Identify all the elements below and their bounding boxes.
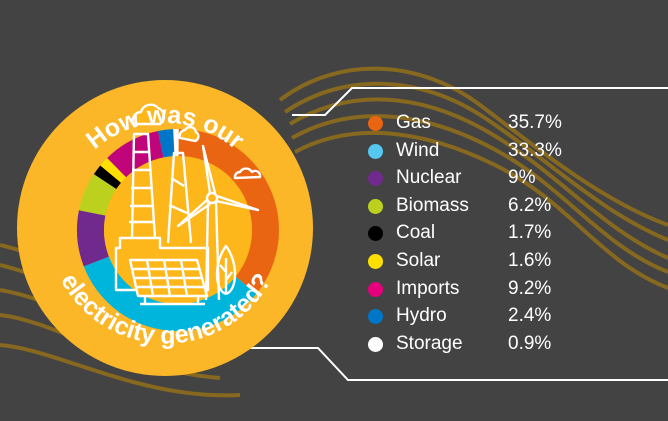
legend-item-biomass: Biomass 6.2% — [368, 193, 608, 219]
legend-label: Wind — [396, 139, 440, 161]
legend-label: Storage — [396, 332, 463, 354]
legend-label: Biomass — [396, 194, 469, 216]
donut-segment-biomass — [78, 174, 117, 216]
donut-segment-nuclear — [77, 210, 109, 267]
donut-segment-storage — [173, 129, 179, 157]
donut-segment-solar — [100, 157, 127, 183]
donut-segment-wind — [83, 256, 257, 331]
legend-value: 6.2% — [508, 194, 552, 216]
coal-color-dot-icon — [368, 226, 383, 242]
legend-label: Imports — [396, 277, 460, 299]
wind-color-dot-icon — [368, 143, 383, 159]
legend-value: 1.6% — [508, 250, 552, 271]
biomass-color-dot-icon — [368, 198, 383, 214]
donut-segment-hydro — [158, 129, 175, 158]
imports-color-dot-icon — [368, 281, 383, 297]
nuclear-color-dot-icon — [368, 171, 383, 187]
legend-value: 9% — [508, 167, 536, 189]
legend-value: 1.7% — [508, 222, 552, 244]
legend-item-nuclear: Nuclear 9% — [368, 165, 608, 191]
hydro-color-dot-icon — [368, 309, 383, 325]
legend-label: Gas — [396, 112, 431, 133]
legend-item-imports: Imports 9.2% — [368, 276, 608, 302]
legend-value: 9.2% — [508, 277, 552, 299]
legend-item-gas: Gas 35.7% — [368, 110, 608, 136]
legend-label: Hydro — [396, 305, 447, 327]
gas-color-dot-icon — [368, 116, 383, 131]
legend-item-coal: Coal 1.7% — [368, 220, 608, 246]
legend-item-hydro: Hydro 2.4% — [368, 303, 608, 329]
legend-value: 35.7% — [508, 112, 562, 133]
solar-color-dot-icon — [368, 254, 383, 269]
legend-value: 2.4% — [508, 305, 552, 327]
legend-item-solar: Solar 1.6% — [368, 248, 608, 274]
power-plant-illustration-icon — [114, 103, 262, 306]
legend-value: 33.3% — [508, 139, 562, 161]
storage-color-dot-icon — [368, 336, 383, 352]
legend-frame-outline — [248, 87, 668, 381]
legend-item-wind: Wind 33.3% — [368, 138, 608, 164]
legend-value: 0.9% — [508, 332, 552, 354]
legend-item-storage: Storage 0.9% — [368, 331, 608, 357]
legend-label: Solar — [396, 250, 441, 271]
donut-segment-coal — [93, 165, 122, 190]
legend-label: Coal — [396, 222, 436, 244]
legend-label: Nuclear — [396, 167, 462, 189]
